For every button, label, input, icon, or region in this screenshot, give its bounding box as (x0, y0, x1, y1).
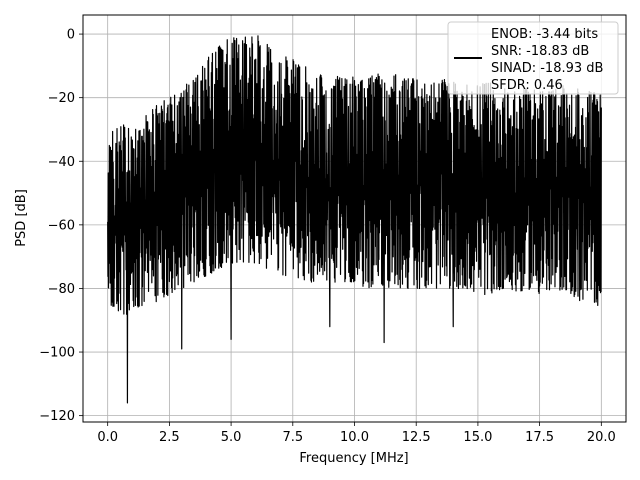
legend-sfdr: SFDR: 0.46 (491, 78, 563, 93)
x-axis: 0.0 2.5 5.0 7.5 10.0 12.5 15.0 17.5 20.0 (97, 422, 616, 445)
y-tick-label: −60 (48, 218, 75, 233)
psd-trace (107, 35, 602, 404)
y-tick-label: 0 (67, 28, 75, 43)
x-tick-label: 2.5 (159, 430, 180, 445)
legend-sinad: SINAD: -18.93 dB (491, 61, 603, 76)
x-tick-label: 20.0 (587, 430, 616, 445)
x-tick-label: 17.5 (525, 430, 554, 445)
x-tick-label: 5.0 (221, 430, 242, 445)
legend-snr: SNR: -18.83 dB (491, 44, 589, 59)
x-tick-label: 7.5 (282, 430, 303, 445)
x-tick-label: 10.0 (340, 430, 369, 445)
x-tick-label: 15.0 (463, 430, 492, 445)
y-tick-label: −40 (48, 155, 75, 170)
x-tick-label: 12.5 (402, 430, 431, 445)
y-tick-label: −80 (48, 282, 75, 297)
psd-series (107, 35, 602, 404)
y-tick-label: −120 (39, 409, 75, 424)
legend: ENOB: -3.44 bits SNR: -18.83 dB SINAD: -… (447, 21, 619, 95)
y-axis: 0 −20 −40 −60 −80 −100 −120 (39, 28, 83, 424)
legend-box (447, 21, 619, 95)
x-axis-label: Frequency [MHz] (299, 451, 408, 466)
y-axis-label: PSD [dB] (14, 189, 29, 247)
y-tick-label: −100 (39, 346, 75, 361)
x-tick-label: 0.0 (97, 430, 118, 445)
legend-enob: ENOB: -3.44 bits (491, 27, 598, 42)
y-tick-label: −20 (48, 91, 75, 106)
